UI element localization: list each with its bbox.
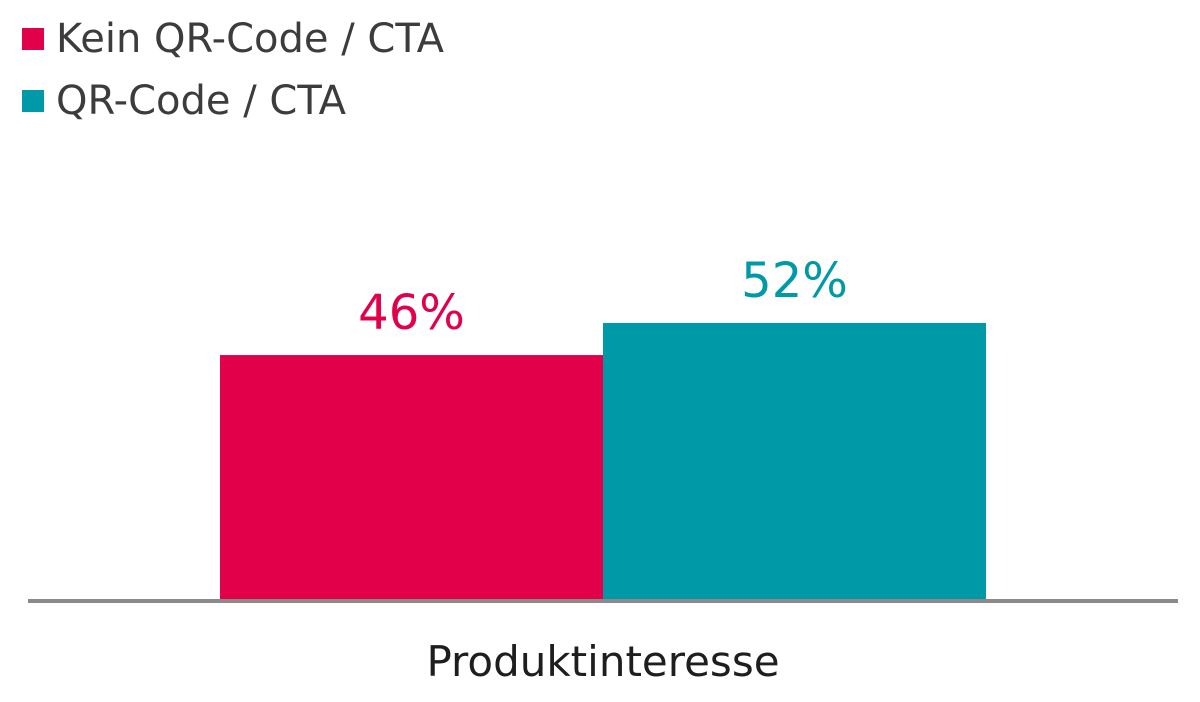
legend: Kein QR-Code / CTA QR-Code / CTA <box>22 16 445 124</box>
bar-qr <box>603 322 986 601</box>
legend-label-qr: QR-Code / CTA <box>56 78 347 124</box>
bar-kein-qr <box>220 355 603 601</box>
legend-swatch-qr <box>22 90 44 112</box>
data-label-kein-qr: 46% <box>358 285 465 341</box>
category-label: Produktinteresse <box>426 637 779 686</box>
bars-group: 46% 52% <box>220 253 986 601</box>
legend-label-kein-qr: Kein QR-Code / CTA <box>56 16 445 62</box>
legend-swatch-kein-qr <box>22 28 44 50</box>
data-label-qr: 52% <box>741 253 848 309</box>
